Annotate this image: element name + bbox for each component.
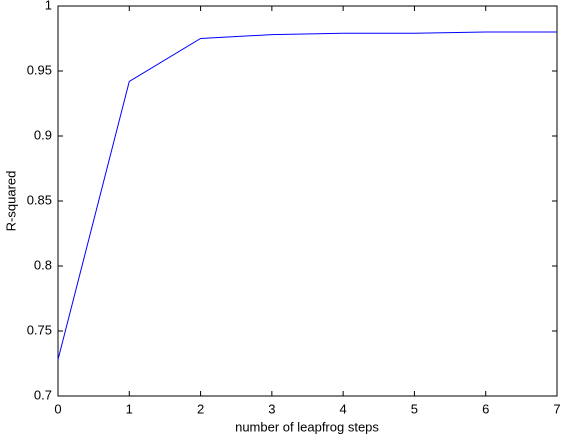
x-tick-label: 1 <box>126 401 133 416</box>
y-tick-label: 0.9 <box>34 127 52 142</box>
data-line <box>57 31 557 360</box>
y-tick-label: 0.95 <box>27 62 52 77</box>
x-tick-label: 5 <box>411 401 418 416</box>
y-tick-label: 0.8 <box>34 257 52 272</box>
x-axis-label: number of leapfrog steps <box>235 419 379 434</box>
plot-box <box>57 5 558 397</box>
x-tick-label: 4 <box>340 401 347 416</box>
y-tick-label: 0.75 <box>27 322 52 337</box>
x-tick-label: 3 <box>268 401 275 416</box>
x-tick-label: 6 <box>482 401 489 416</box>
x-tick-label: 7 <box>553 401 560 416</box>
y-tick-label: 0.7 <box>34 387 52 402</box>
y-axis-label: R-squared <box>3 171 18 232</box>
x-tick-label: 0 <box>54 401 61 416</box>
y-tick-label: 0.85 <box>27 192 52 207</box>
x-tick-label: 2 <box>197 401 204 416</box>
y-tick-label: 1 <box>45 0 52 12</box>
